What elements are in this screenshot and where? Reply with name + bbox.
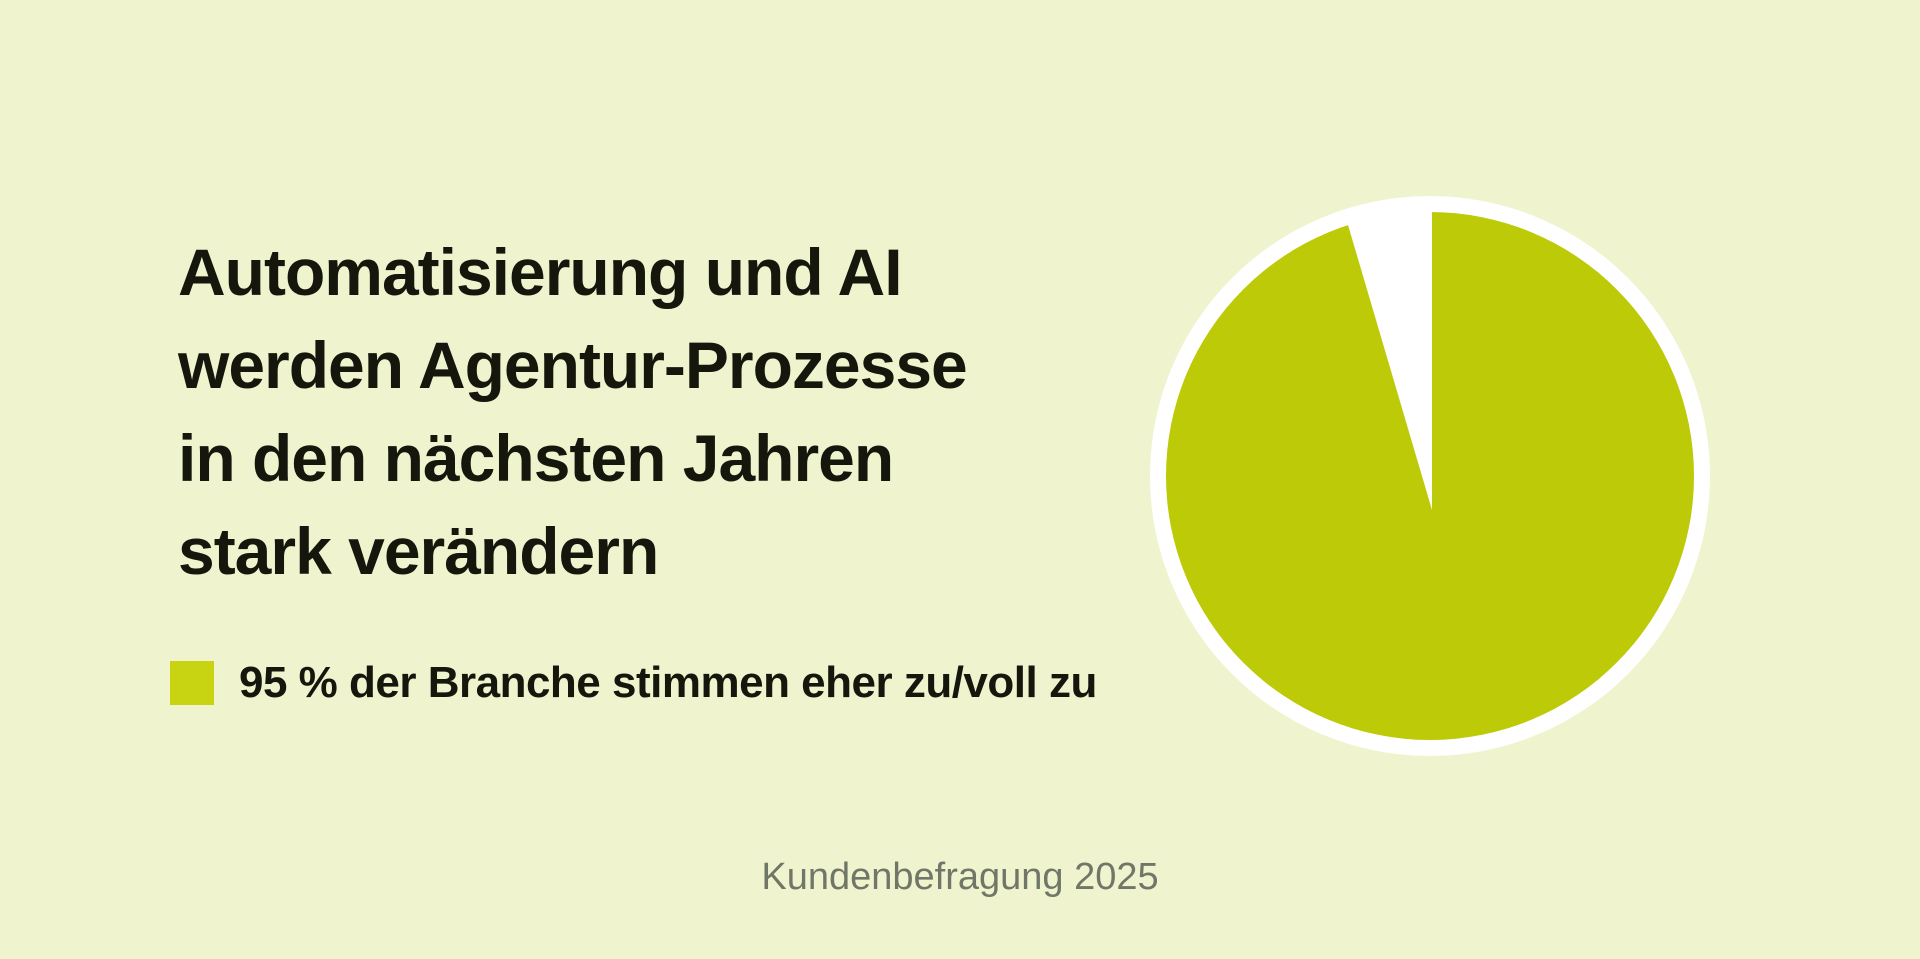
headline: Automatisierung und AI werden Agentur-Pr…: [178, 226, 1138, 598]
source-caption: Kundenbefragung 2025: [761, 856, 1159, 898]
pie-chart-container: [1150, 196, 1710, 756]
legend-label: 95 % der Branche stimmen eher zu/voll zu: [239, 658, 1097, 707]
headline-line-3: in den nächsten Jahren: [178, 421, 894, 495]
legend-row: 95 % der Branche stimmen eher zu/voll zu: [170, 658, 1097, 708]
legend-color-swatch: [170, 661, 214, 705]
pie-slice-rest: [1343, 196, 1432, 510]
headline-line-1: Automatisierung und AI: [178, 235, 903, 309]
headline-line-4: stark verändern: [178, 514, 659, 588]
pie-chart: [1150, 196, 1710, 756]
headline-line-2: werden Agentur-Prozesse: [178, 328, 968, 402]
